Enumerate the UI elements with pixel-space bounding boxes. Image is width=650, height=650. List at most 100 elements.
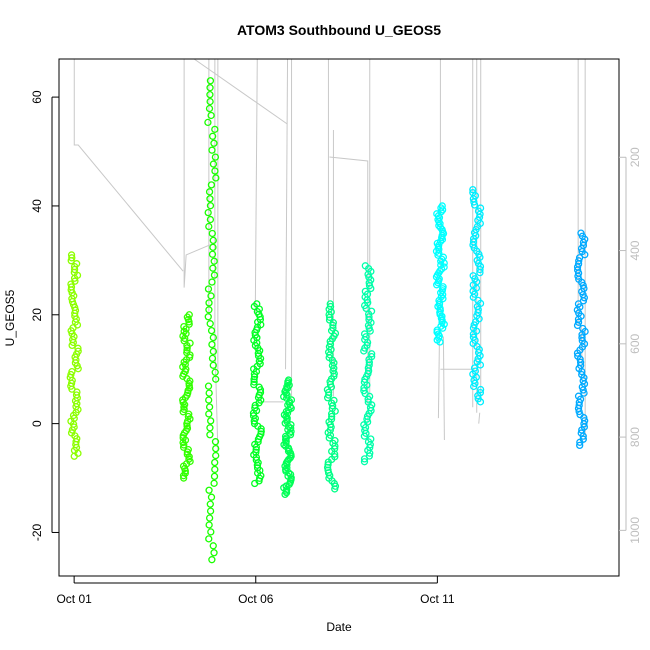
altitude-trace	[193, 58, 288, 125]
data-point	[574, 352, 582, 360]
data-point	[206, 195, 214, 203]
data-point	[575, 257, 583, 265]
data-point	[204, 313, 212, 321]
data-point	[574, 300, 583, 308]
data-point	[361, 287, 370, 296]
point-column	[204, 77, 220, 564]
altitude-trace	[183, 59, 213, 288]
data-point	[74, 347, 82, 355]
pressure-tick-label: 600	[628, 333, 642, 353]
data-point	[183, 450, 191, 459]
data-point	[476, 388, 485, 397]
y-tick-label: 20	[30, 308, 44, 322]
data-point	[204, 382, 213, 390]
data-point	[206, 90, 214, 99]
data-point	[574, 318, 583, 327]
data-point	[208, 278, 216, 286]
data-point	[204, 118, 212, 127]
y-tick-label: -20	[30, 523, 44, 541]
data-point	[205, 389, 213, 397]
data-point	[206, 202, 215, 210]
data-point	[211, 465, 219, 474]
data-point	[285, 381, 293, 389]
data-point	[209, 542, 217, 550]
data-point	[206, 84, 214, 92]
data-point	[360, 387, 368, 395]
data-point	[253, 300, 261, 308]
data-point	[211, 368, 219, 376]
data-point	[204, 285, 213, 293]
data-point	[208, 340, 216, 349]
pressure-tick-label: 1000	[628, 517, 642, 544]
data-point	[209, 243, 217, 251]
data-point	[211, 125, 219, 134]
data-point	[360, 458, 369, 466]
data-point	[574, 392, 583, 400]
data-point	[470, 364, 479, 372]
altitude-trace	[285, 58, 289, 370]
data-point	[360, 330, 369, 338]
data-point	[581, 417, 589, 425]
data-point	[210, 271, 219, 279]
point-column	[432, 202, 448, 346]
data-point	[257, 430, 265, 438]
point-column	[179, 311, 194, 482]
altitude-trace	[478, 412, 481, 424]
data-point	[476, 204, 485, 212]
data-point	[578, 334, 586, 342]
data-point	[473, 358, 481, 366]
data-point	[367, 353, 376, 361]
data-point	[253, 464, 262, 472]
y-tick-label: 40	[30, 199, 44, 213]
data-point	[209, 361, 217, 369]
data-point	[207, 181, 216, 189]
data-point	[283, 464, 291, 472]
data-point	[328, 412, 336, 421]
data-point	[205, 514, 214, 522]
data-point	[210, 257, 218, 265]
data-point	[205, 521, 213, 529]
x-tick-label: Oct 11	[420, 592, 455, 606]
points-layer	[66, 77, 589, 564]
axes-layer: -20 0 20 40 60 Oct 01 Oct 06 Oct 11 200 400 600 800…	[30, 90, 642, 606]
data-point	[326, 300, 334, 308]
data-point	[433, 210, 441, 218]
data-point	[286, 470, 295, 479]
data-point	[185, 320, 193, 328]
data-point	[207, 326, 216, 335]
data-point	[471, 367, 480, 375]
data-point	[365, 313, 373, 321]
data-point	[206, 500, 214, 508]
data-point	[205, 410, 213, 418]
data-point	[440, 320, 448, 328]
data-point	[330, 396, 338, 405]
point-column	[573, 229, 589, 450]
data-point	[329, 321, 337, 329]
data-point	[206, 320, 214, 328]
data-point	[578, 370, 586, 379]
data-point	[212, 451, 220, 460]
data-point	[208, 229, 216, 238]
data-point	[579, 435, 587, 443]
data-point	[207, 417, 215, 425]
data-point	[469, 189, 477, 197]
point-column	[249, 300, 265, 488]
data-point	[250, 380, 258, 389]
data-point	[331, 453, 339, 461]
data-point	[474, 395, 482, 403]
point-column	[323, 300, 340, 493]
data-point	[204, 208, 212, 217]
data-point	[577, 429, 585, 437]
data-point	[73, 260, 81, 268]
x-axis-label: Date	[326, 620, 352, 634]
data-point	[282, 386, 290, 394]
data-point	[207, 292, 215, 300]
data-point	[326, 302, 335, 311]
data-point	[212, 375, 220, 383]
data-point	[361, 262, 369, 270]
data-point	[209, 236, 217, 245]
data-point	[469, 333, 478, 341]
data-point	[186, 339, 194, 347]
data-point	[208, 354, 217, 363]
